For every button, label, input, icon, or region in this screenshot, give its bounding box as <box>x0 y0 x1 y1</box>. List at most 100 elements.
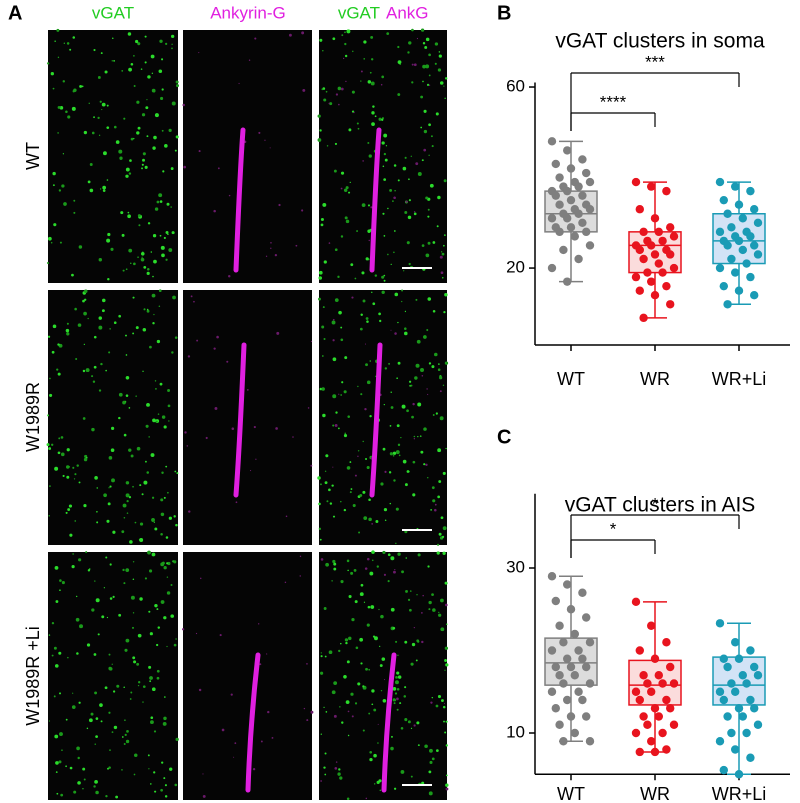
speckle <box>322 413 326 418</box>
speckle <box>369 758 373 762</box>
speckle <box>111 731 114 734</box>
speckle <box>407 720 411 724</box>
speckle <box>383 678 386 681</box>
speckle <box>357 450 360 452</box>
speckle <box>310 710 314 714</box>
speckle <box>59 106 64 110</box>
data-point <box>723 209 732 218</box>
data-point <box>650 704 660 713</box>
speckle <box>439 376 443 380</box>
speckle <box>125 394 129 397</box>
speckle <box>322 202 327 207</box>
speckle <box>393 196 396 200</box>
speckle <box>387 553 391 557</box>
data-point <box>555 671 564 680</box>
speckle <box>150 54 155 59</box>
speckle <box>111 663 113 665</box>
speckle <box>57 105 61 109</box>
speckle <box>75 358 78 361</box>
speckle <box>310 464 313 467</box>
speckle <box>368 668 371 671</box>
speckle <box>168 420 170 422</box>
speckle <box>370 605 375 609</box>
speckle <box>118 416 121 420</box>
speckle <box>135 395 137 397</box>
speckle <box>106 519 110 523</box>
speckle <box>398 454 401 457</box>
micrograph <box>183 30 312 283</box>
speckle <box>146 471 150 474</box>
speckle <box>165 536 169 539</box>
speckle <box>101 102 106 107</box>
speckle <box>357 682 361 686</box>
speckle <box>129 698 132 700</box>
speckle <box>421 159 424 162</box>
speckle <box>158 289 162 293</box>
speckle <box>382 165 385 168</box>
speckle <box>421 375 424 377</box>
data-point <box>647 737 656 746</box>
data-point <box>574 209 583 218</box>
speckle <box>369 414 372 418</box>
ais-segment <box>369 127 382 273</box>
speckle <box>161 253 165 258</box>
speckle <box>379 789 381 791</box>
speckle <box>362 685 365 688</box>
speckle <box>360 70 363 73</box>
speckle <box>394 569 396 571</box>
speckle <box>156 669 160 673</box>
speckle <box>443 179 447 183</box>
speckle <box>125 638 130 643</box>
speckle <box>136 100 140 104</box>
speckle <box>399 702 402 705</box>
speckle <box>381 141 385 145</box>
speckle <box>328 242 331 244</box>
data-point <box>734 236 744 246</box>
data-point <box>734 704 744 713</box>
speckle <box>83 311 87 316</box>
speckle <box>320 558 324 561</box>
speckle <box>406 241 410 245</box>
speckle <box>55 761 59 765</box>
speckle <box>49 393 53 397</box>
speckle <box>320 483 322 486</box>
speckle <box>143 480 148 485</box>
data-point <box>643 679 652 688</box>
speckle <box>392 200 394 202</box>
speckle <box>407 215 412 220</box>
speckle <box>396 671 400 675</box>
speckle <box>238 82 240 85</box>
speckle <box>366 320 369 323</box>
speckle <box>71 106 76 111</box>
speckle <box>434 503 437 506</box>
speckle <box>383 178 387 181</box>
speckle <box>333 681 338 686</box>
data-point <box>715 263 725 273</box>
speckle <box>319 538 322 541</box>
speckle <box>395 450 400 455</box>
speckle <box>444 702 446 704</box>
speckle <box>401 404 406 409</box>
speckle <box>94 779 98 784</box>
speckle <box>118 392 123 397</box>
speckle <box>404 156 407 159</box>
speckle <box>367 605 371 609</box>
speckle <box>326 500 329 503</box>
speckle <box>365 317 369 320</box>
data-point <box>635 747 644 757</box>
speckle <box>438 54 442 58</box>
speckle <box>376 565 379 568</box>
speckle <box>396 697 399 701</box>
speckle <box>133 85 136 88</box>
speckle <box>54 466 59 471</box>
speckle <box>198 150 201 153</box>
data-point <box>635 695 644 705</box>
speckle <box>118 149 123 154</box>
speckle <box>138 224 141 227</box>
speckle <box>87 317 89 320</box>
speckle <box>397 179 400 182</box>
speckle <box>432 309 436 313</box>
speckle <box>408 380 412 383</box>
speckle <box>318 502 321 506</box>
speckle <box>413 438 416 440</box>
